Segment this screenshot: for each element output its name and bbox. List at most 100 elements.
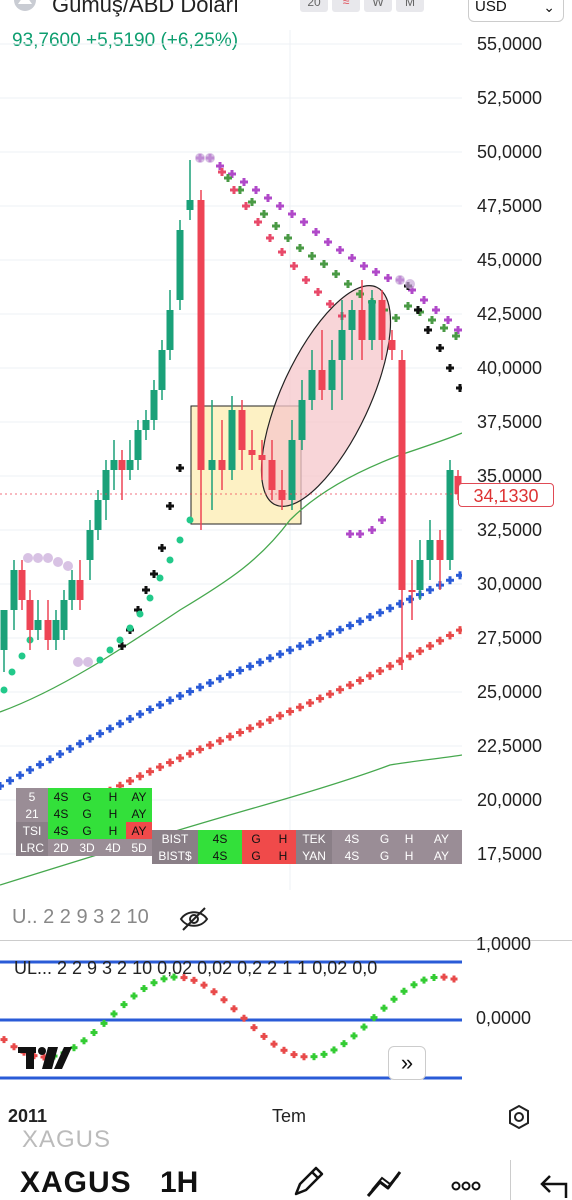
indicator-cell: 4S — [332, 830, 372, 847]
osc-marker — [0, 1036, 8, 1044]
osc-marker — [170, 973, 178, 981]
candle — [110, 440, 118, 490]
eye-off-icon[interactable] — [178, 905, 210, 933]
candle-body — [248, 450, 256, 455]
ma-cross-blue — [0, 571, 462, 790]
price-chart[interactable] — [0, 30, 462, 900]
sar-green-marker — [404, 302, 412, 310]
sar-dot-marker — [18, 652, 26, 660]
indicator-cell: 4S — [198, 830, 242, 847]
ma-red-marker — [406, 652, 414, 661]
timeframe-button[interactable]: W — [364, 0, 392, 12]
sar-purple-marker — [300, 218, 308, 226]
ma-blue-marker — [126, 714, 134, 723]
ma-blue-marker — [386, 604, 394, 613]
ma-blue-marker — [136, 710, 144, 719]
candle — [10, 560, 18, 630]
ma-blue-marker — [266, 654, 274, 663]
candle-body — [18, 570, 26, 600]
osc-marker — [250, 1024, 258, 1032]
ma-red-marker — [156, 763, 164, 772]
undo-icon[interactable] — [536, 1164, 572, 1200]
oscillator-legend[interactable]: UL... 2 2 9 3 2 10 0,02 0,02 0,2 2 1 1 0… — [14, 958, 378, 978]
indicator-shortcut-icon[interactable]: ≈ — [332, 0, 360, 12]
candle — [166, 290, 174, 360]
sar-dot-marker — [116, 636, 124, 644]
sar-green-marker — [452, 332, 460, 340]
ma-red-marker — [386, 662, 394, 671]
sar-circle-marker — [33, 553, 43, 563]
ma-red-marker — [276, 711, 284, 720]
ma-red-marker — [296, 703, 304, 712]
sar-circle-marker — [43, 553, 53, 563]
trend-line-icon[interactable] — [364, 1164, 404, 1200]
price-tick: 52,5000 — [477, 88, 543, 108]
candle-body — [218, 460, 226, 470]
indicator-cell: H — [100, 822, 126, 839]
ma-blue-marker — [106, 724, 114, 733]
more-icon[interactable] — [448, 1164, 484, 1200]
ma-blue-marker — [176, 691, 184, 700]
pane-divider[interactable] — [0, 940, 572, 941]
currency-select[interactable]: USD ⌄ — [468, 0, 564, 22]
indicator-cell: 2D — [48, 839, 74, 856]
sar-black-marker — [176, 464, 184, 472]
sar-purple-marker — [356, 530, 364, 538]
osc-marker — [440, 973, 448, 981]
candle — [348, 300, 356, 360]
candle — [248, 430, 256, 470]
symbol-button[interactable]: XAGUS — [20, 1166, 132, 1199]
indicator-cell: H — [397, 830, 421, 847]
sar-purple-marker — [444, 316, 452, 324]
sar-black-marker — [436, 344, 444, 352]
sar-purple-marker — [372, 268, 380, 276]
timeframe-button[interactable]: 20 — [300, 0, 328, 12]
sar-purple-marker — [384, 274, 392, 282]
candle-body — [268, 460, 276, 490]
ma-red-marker — [186, 749, 194, 758]
sar-purple-marker — [324, 238, 332, 246]
symbol-title[interactable]: Gümüş/ABD Doları — [52, 0, 240, 17]
candle — [358, 280, 366, 360]
candle-body — [446, 470, 454, 560]
osc-marker — [290, 1051, 298, 1059]
indicator-table-mid: BIST 4S G H BIST$ 4S G H — [152, 830, 296, 864]
pencil-icon[interactable] — [290, 1164, 326, 1200]
indicator-cell: AY — [420, 847, 462, 864]
candle-body — [408, 590, 416, 592]
candle-body — [134, 430, 142, 460]
settings-icon[interactable] — [506, 1104, 532, 1130]
indicator-cell: LRC — [16, 839, 48, 856]
price-change-percent: (+6,25%) — [160, 30, 239, 51]
indicator-legend[interactable]: U.. 2 2 9 3 2 10 — [12, 906, 149, 928]
candle-body — [102, 470, 110, 500]
sar-green-marker — [332, 270, 340, 278]
ma-blue-marker — [276, 650, 284, 659]
price-tick: 35,0000 — [477, 466, 543, 486]
candle — [208, 400, 216, 510]
ma-blue-marker — [76, 739, 84, 748]
candle — [378, 290, 386, 360]
sar-purple-marker — [264, 194, 272, 202]
sar-purple-marker — [288, 210, 296, 218]
osc-marker — [360, 1023, 368, 1031]
ma-red-marker — [136, 772, 144, 781]
candle — [126, 440, 134, 480]
sar-dot-marker — [166, 556, 174, 564]
ma-blue-marker — [236, 666, 244, 675]
sar-circle-marker — [195, 153, 205, 163]
sar-purple-marker — [252, 186, 260, 194]
candle-body — [368, 300, 376, 340]
ma-red-marker — [216, 736, 224, 745]
ma-blue-marker — [306, 638, 314, 647]
osc-marker — [90, 1029, 98, 1037]
timeframe-button[interactable]: M — [396, 0, 424, 12]
expand-button[interactable]: » — [388, 1046, 426, 1080]
osc-marker — [260, 1032, 268, 1040]
osc-marker — [10, 1043, 18, 1051]
interval-button[interactable]: 1H — [160, 1166, 199, 1199]
currency-value: USD — [475, 0, 507, 15]
sar-green-marker — [272, 222, 280, 230]
price-tick: 50,0000 — [477, 142, 543, 162]
indicator-cell: G — [371, 847, 398, 864]
